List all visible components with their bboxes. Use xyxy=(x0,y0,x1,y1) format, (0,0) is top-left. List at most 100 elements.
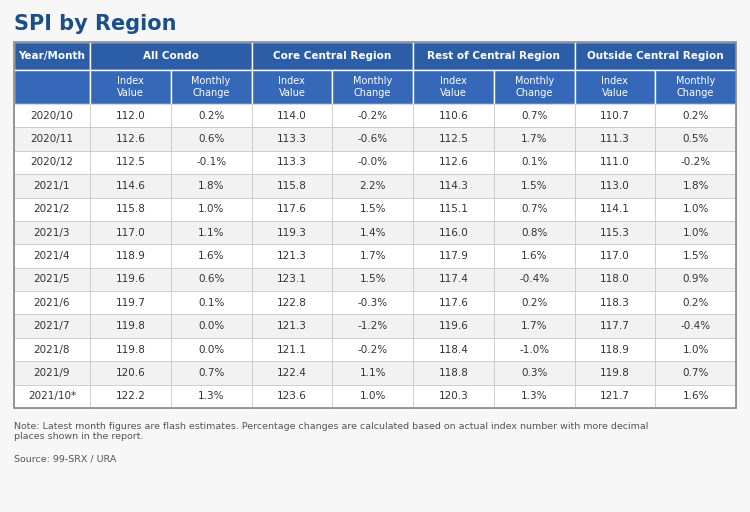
Text: 2021/8: 2021/8 xyxy=(34,345,70,354)
Bar xyxy=(656,385,736,408)
Bar xyxy=(494,198,574,221)
Text: 119.8: 119.8 xyxy=(116,321,146,331)
Text: 117.6: 117.6 xyxy=(277,204,307,214)
Bar xyxy=(14,385,90,408)
Text: 1.5%: 1.5% xyxy=(682,251,709,261)
Bar xyxy=(574,127,656,151)
Text: 112.6: 112.6 xyxy=(116,134,146,144)
Text: 1.1%: 1.1% xyxy=(198,228,224,238)
Bar xyxy=(332,338,413,361)
Text: 116.0: 116.0 xyxy=(439,228,468,238)
Text: 1.3%: 1.3% xyxy=(198,391,224,401)
Text: Index
Value: Index Value xyxy=(117,76,144,98)
Bar xyxy=(251,314,332,338)
Text: Monthly
Change: Monthly Change xyxy=(353,76,392,98)
Text: 118.4: 118.4 xyxy=(439,345,468,354)
Bar xyxy=(413,70,494,104)
Text: 117.0: 117.0 xyxy=(600,251,630,261)
Text: 1.5%: 1.5% xyxy=(520,181,548,191)
Text: 2020/10: 2020/10 xyxy=(31,111,74,121)
Text: 112.5: 112.5 xyxy=(439,134,468,144)
Bar xyxy=(494,70,574,104)
Text: 113.0: 113.0 xyxy=(600,181,630,191)
Bar xyxy=(90,42,251,70)
Bar xyxy=(251,385,332,408)
Text: 2021/9: 2021/9 xyxy=(34,368,70,378)
Text: 1.7%: 1.7% xyxy=(520,134,548,144)
Text: 1.0%: 1.0% xyxy=(682,345,709,354)
Bar xyxy=(656,151,736,174)
Bar xyxy=(656,70,736,104)
Text: 0.2%: 0.2% xyxy=(682,111,709,121)
Bar xyxy=(494,268,574,291)
Text: 119.8: 119.8 xyxy=(116,345,146,354)
Text: 1.0%: 1.0% xyxy=(682,204,709,214)
Bar xyxy=(14,221,90,244)
Bar xyxy=(251,174,332,198)
Text: -0.0%: -0.0% xyxy=(358,158,388,167)
Bar xyxy=(574,104,656,127)
Text: 2021/10*: 2021/10* xyxy=(28,391,76,401)
Bar xyxy=(14,314,90,338)
Text: 0.2%: 0.2% xyxy=(198,111,224,121)
Bar xyxy=(574,70,656,104)
Text: 1.3%: 1.3% xyxy=(520,391,548,401)
Bar xyxy=(90,198,171,221)
Text: -0.2%: -0.2% xyxy=(680,158,711,167)
Bar xyxy=(171,151,251,174)
Bar xyxy=(574,151,656,174)
Text: 2021/7: 2021/7 xyxy=(34,321,70,331)
Bar xyxy=(332,151,413,174)
Bar xyxy=(14,338,90,361)
Text: 118.8: 118.8 xyxy=(439,368,468,378)
Text: SPI by Region: SPI by Region xyxy=(14,14,176,34)
Text: All Condo: All Condo xyxy=(142,51,199,61)
Bar xyxy=(90,291,171,314)
Text: 1.6%: 1.6% xyxy=(520,251,548,261)
Text: 111.3: 111.3 xyxy=(600,134,630,144)
Bar xyxy=(90,104,171,127)
Text: Index
Value: Index Value xyxy=(440,76,466,98)
Text: Index
Value: Index Value xyxy=(278,76,305,98)
Text: 2021/5: 2021/5 xyxy=(34,274,70,284)
Bar xyxy=(332,70,413,104)
Bar xyxy=(14,244,90,268)
Bar xyxy=(332,127,413,151)
Text: 117.6: 117.6 xyxy=(439,298,468,308)
Text: 115.8: 115.8 xyxy=(116,204,146,214)
Bar xyxy=(251,244,332,268)
Bar xyxy=(494,385,574,408)
Bar xyxy=(574,338,656,361)
Text: -0.2%: -0.2% xyxy=(358,111,388,121)
Text: 120.3: 120.3 xyxy=(439,391,468,401)
Bar xyxy=(251,104,332,127)
Text: 2020/11: 2020/11 xyxy=(31,134,74,144)
Text: 113.3: 113.3 xyxy=(277,158,307,167)
Text: 119.6: 119.6 xyxy=(116,274,146,284)
Bar xyxy=(413,151,494,174)
Text: Rest of Central Region: Rest of Central Region xyxy=(427,51,560,61)
Text: 118.9: 118.9 xyxy=(116,251,146,261)
Bar xyxy=(171,314,251,338)
Bar xyxy=(494,244,574,268)
Bar xyxy=(171,127,251,151)
Bar xyxy=(574,42,736,70)
Bar xyxy=(14,291,90,314)
Bar xyxy=(90,244,171,268)
Text: 118.3: 118.3 xyxy=(600,298,630,308)
Bar xyxy=(171,268,251,291)
Bar xyxy=(413,198,494,221)
Bar xyxy=(90,221,171,244)
Bar xyxy=(332,385,413,408)
Text: 117.4: 117.4 xyxy=(439,274,468,284)
Text: 115.8: 115.8 xyxy=(277,181,307,191)
Text: 121.3: 121.3 xyxy=(277,251,307,261)
Bar xyxy=(251,198,332,221)
Text: 122.4: 122.4 xyxy=(277,368,307,378)
Bar xyxy=(574,314,656,338)
Bar xyxy=(14,70,90,104)
Text: 110.6: 110.6 xyxy=(439,111,468,121)
Text: 121.7: 121.7 xyxy=(600,391,630,401)
Text: 2021/4: 2021/4 xyxy=(34,251,70,261)
Bar xyxy=(656,127,736,151)
